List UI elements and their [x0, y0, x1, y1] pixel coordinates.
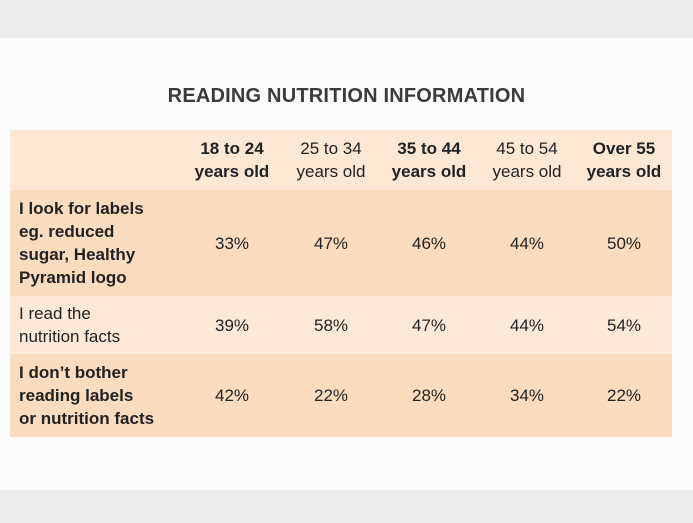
table-row: I look for labels eg. reduced sugar, Hea… — [10, 190, 672, 296]
column-header-line: years old — [391, 162, 467, 181]
nutrition-table: 18 to 24 years old 25 to 34 years old 35… — [10, 130, 672, 437]
chart-title: READING NUTRITION INFORMATION — [167, 85, 526, 107]
column-header-25-34: 25 to 34 years old — [282, 130, 380, 190]
table-cell: 50% — [576, 190, 672, 296]
table-cell: 42% — [182, 354, 282, 437]
row-label: I look for labels eg. reduced sugar, Hea… — [10, 190, 182, 296]
column-header-line: years old — [492, 162, 562, 181]
table-cell: 58% — [282, 296, 380, 354]
table-cell: 33% — [182, 190, 282, 296]
table-cell: 44% — [478, 190, 576, 296]
row-label-line: eg. reduced — [19, 222, 115, 241]
column-header-line: Over 55 — [592, 139, 656, 158]
column-header-line: years old — [296, 162, 366, 181]
column-header-line: 25 to 34 — [300, 139, 362, 158]
table-cell: 46% — [380, 190, 478, 296]
row-label-line: sugar, Healthy — [19, 245, 136, 264]
row-label-line: nutrition facts — [19, 327, 121, 346]
row-label-line: I read the — [19, 304, 91, 323]
column-header-45-54: 45 to 54 years old — [478, 130, 576, 190]
table-cell: 44% — [478, 296, 576, 354]
header-corner-cell — [10, 130, 182, 190]
row-label-line: or nutrition facts — [19, 409, 155, 428]
row-label-line: Pyramid logo — [19, 268, 127, 287]
row-label: I don’t bother reading labels or nutriti… — [10, 354, 182, 437]
row-label-line: reading labels — [19, 386, 134, 405]
table-cell: 54% — [576, 296, 672, 354]
column-header-line: 18 to 24 — [200, 139, 264, 158]
table-cell: 47% — [282, 190, 380, 296]
row-label-line: I look for labels — [19, 199, 144, 218]
column-header-over-55: Over 55 years old — [576, 130, 672, 190]
table-cell: 28% — [380, 354, 478, 437]
table-cell: 34% — [478, 354, 576, 437]
table-row: I don’t bother reading labels or nutriti… — [10, 354, 672, 437]
table-cell: 39% — [182, 296, 282, 354]
table-row: I read the nutrition facts 39% 58% 47% 4… — [10, 296, 672, 354]
row-label: I read the nutrition facts — [10, 296, 182, 354]
column-header-line: 45 to 54 — [496, 139, 558, 158]
column-header-line: years old — [586, 162, 662, 181]
table-cell: 22% — [282, 354, 380, 437]
column-header-18-24: 18 to 24 years old — [182, 130, 282, 190]
column-header-line: years old — [194, 162, 270, 181]
column-header-line: 35 to 44 — [397, 139, 461, 158]
column-header-35-44: 35 to 44 years old — [380, 130, 478, 190]
table-cell: 47% — [380, 296, 478, 354]
table-header-row: 18 to 24 years old 25 to 34 years old 35… — [10, 130, 672, 190]
table-cell: 22% — [576, 354, 672, 437]
row-label-line: I don’t bother — [19, 363, 128, 382]
